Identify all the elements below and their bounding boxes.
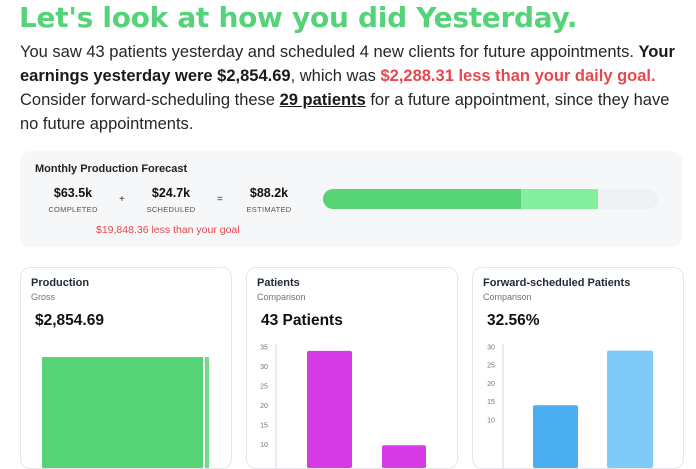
completed-label: COMPLETED <box>48 205 98 214</box>
card-value: 32.56% <box>487 312 540 329</box>
y-tick-label: 20 <box>260 403 268 410</box>
summary-patients-text: You saw 43 patients yesterday and schedu… <box>20 43 639 61</box>
summary-connector: , which was <box>290 67 381 85</box>
forward-schedule-patients-link[interactable]: 29 patients <box>279 91 366 109</box>
production-bar-secondary <box>205 357 209 468</box>
completed-value: $63.5k <box>53 186 93 200</box>
production-bar <box>42 357 203 468</box>
monthly-forecast-panel: Monthly Production Forecast $63.5k COMPL… <box>20 151 682 247</box>
comparison-bar <box>533 405 578 468</box>
forecast-scheduled: $24.7k SCHEDULED <box>145 186 197 214</box>
card-subtitle: Gross <box>31 292 56 302</box>
forecast-progress-bar <box>323 189 658 209</box>
card-subtitle: Comparison <box>483 292 532 302</box>
comparison-bar <box>607 350 653 468</box>
card-value: $2,854.69 <box>35 312 104 329</box>
summary-suggestion-end: for a future appointment, since they hav… <box>20 91 670 133</box>
forward-scheduled-card: Forward-scheduled Patients Comparison 32… <box>472 267 684 469</box>
y-tick-label: 10 <box>487 417 495 424</box>
y-tick-label: 20 <box>487 381 495 388</box>
estimated-value: $88.2k <box>249 186 289 200</box>
completed-progress-segment <box>323 189 521 209</box>
y-tick-label: 30 <box>487 345 495 352</box>
patients-card: Patients Comparison 43 Patients 35 30 25 20… <box>246 267 458 469</box>
daily-summary: You saw 43 patients yesterday and schedu… <box>20 40 680 136</box>
forecast-estimated: $88.2k ESTIMATED <box>244 186 294 214</box>
patients-chart: 35 30 25 20 15 10 <box>260 344 426 468</box>
y-tick-label: 25 <box>487 363 495 370</box>
card-title: Patients <box>257 277 300 289</box>
production-chart <box>42 357 209 468</box>
comparison-bar <box>382 445 426 468</box>
summary-suggestion: Consider forward-scheduling these <box>20 91 280 109</box>
forecast-completed: $63.5k COMPLETED <box>48 186 98 214</box>
forward-scheduled-chart: 30 25 20 15 10 <box>487 344 653 468</box>
plus-sign: + <box>119 194 125 205</box>
y-tick-label: 30 <box>260 364 268 371</box>
production-card: Production Gross $2,854.69 <box>20 267 232 469</box>
forecast-title: Monthly Production Forecast <box>35 163 188 175</box>
estimated-label: ESTIMATED <box>246 205 292 214</box>
y-tick-label: 25 <box>260 384 268 391</box>
goal-shortfall-message: $19,848.36 less than your goal <box>96 224 240 236</box>
page-headline: Let's look at how you did Yesterday. <box>19 1 578 34</box>
card-subtitle: Comparison <box>257 292 306 302</box>
card-value: 43 Patients <box>261 312 343 329</box>
y-tick-label: 10 <box>260 442 268 449</box>
comparison-bar <box>307 350 352 468</box>
equals-sign: = <box>217 194 223 205</box>
summary-earnings: Your earnings yesterday were $2,854.69 <box>20 43 675 85</box>
y-tick-label: 15 <box>487 399 495 406</box>
scheduled-label: SCHEDULED <box>146 205 196 214</box>
scheduled-progress-segment <box>520 189 598 209</box>
y-tick-label: 35 <box>260 345 268 352</box>
scheduled-value: $24.7k <box>151 186 191 200</box>
summary-shortfall: $2,288.31 less than your daily goal. <box>380 67 656 85</box>
y-tick-label: 15 <box>260 423 268 430</box>
card-title: Forward-scheduled Patients <box>483 277 631 289</box>
card-title: Production <box>31 277 90 289</box>
